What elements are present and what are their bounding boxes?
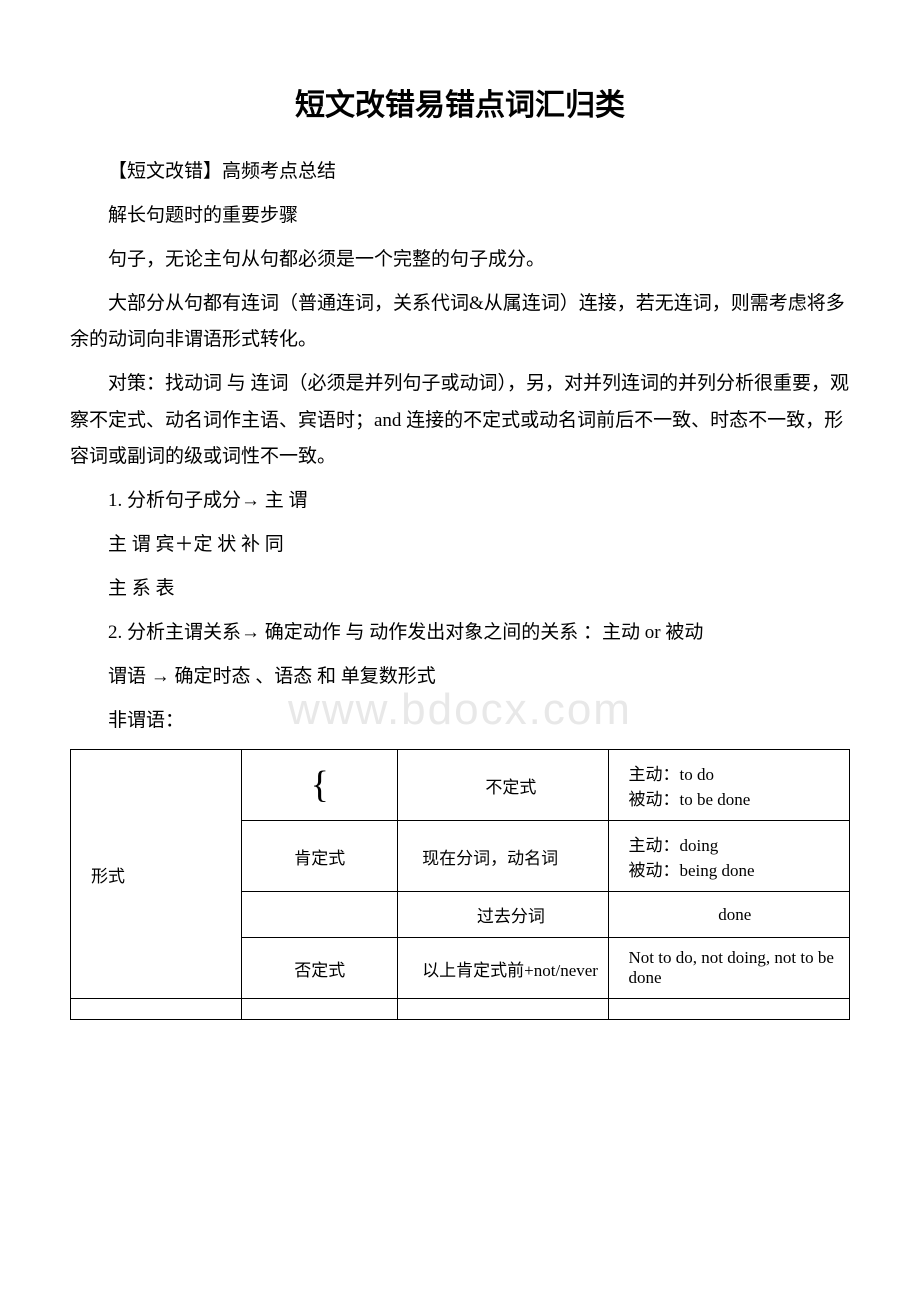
cell-past-participle: 过去分词: [398, 892, 608, 938]
list-item-1b: 主 系 表: [70, 571, 850, 607]
document-content: 短文改错易错点词汇归类 【短文改错】高频考点总结 解长句题时的重要步骤 句子，无…: [70, 80, 850, 1020]
heading-steps: 解长句题时的重要步骤: [70, 198, 850, 234]
cell-infinitive: 不定式: [398, 750, 608, 821]
list-item-2b: 非谓语：: [70, 703, 850, 739]
paragraph-2: 大部分从句都有连词（普通连词，关系代词&从属连词）连接，若无连词，则需考虑将多余…: [70, 286, 850, 358]
cell-not-to-do: Not to do, not doing, not to be done: [608, 938, 850, 999]
cell-done: done: [608, 892, 850, 938]
paragraph-1: 句子，无论主句从句都必须是一个完整的句子成分。: [70, 242, 850, 278]
list-item-2: 2. 分析主谓关系→ 确定动作 与 动作发出对象之间的关系 ：主动 or 被动: [70, 615, 850, 651]
list-item-1a: 主 谓 宾＋定 状 补 同: [70, 527, 850, 563]
subtitle: 【短文改错】高频考点总结: [70, 154, 850, 190]
grammar-table: 形式 { 不定式 主动：to do被动：to be done 肯定式 现在分词，…: [70, 749, 850, 1020]
list-item-2a: 谓语 → 确定时态 、语态 和 单复数形式: [70, 659, 850, 695]
cell-negative: 否定式: [242, 938, 398, 999]
empty-cell: [242, 999, 398, 1020]
cell-present-participle: 现在分词，动名词: [398, 821, 608, 892]
paragraph-3: 对策：找动词 与 连词（必须是并列句子或动词），另，对并列连词的并列分析很重要，…: [70, 366, 850, 474]
cell-empty: [242, 892, 398, 938]
cell-text: Not to do, not doing, not to be done: [629, 948, 834, 987]
list-item-2-text: 2. 分析主谓关系→ 确定动作 与 动作发出对象之间的关系 ：主动 or 被动: [108, 622, 703, 643]
cell-affirmative: 肯定式: [242, 821, 398, 892]
table-row: 形式 { 不定式 主动：to do被动：to be done: [71, 750, 850, 821]
cell-text: 主动：to do被动：to be done: [629, 765, 751, 809]
cell-negative-form: 以上肯定式前+not/never: [398, 938, 608, 999]
cell-brace: {: [242, 750, 398, 821]
empty-cell: [608, 999, 850, 1020]
cell-doing-forms: 主动：doing被动：being done: [608, 821, 850, 892]
list-item-1: 1. 分析句子成分→ 主 谓: [70, 483, 850, 519]
document-title: 短文改错易错点词汇归类: [70, 80, 850, 124]
table-row-empty: [71, 999, 850, 1020]
cell-text: 主动：doing被动：being done: [629, 836, 755, 880]
empty-cell: [71, 999, 242, 1020]
cell-form-label: 形式: [71, 750, 242, 999]
cell-infinitive-forms: 主动：to do被动：to be done: [608, 750, 850, 821]
empty-cell: [398, 999, 608, 1020]
